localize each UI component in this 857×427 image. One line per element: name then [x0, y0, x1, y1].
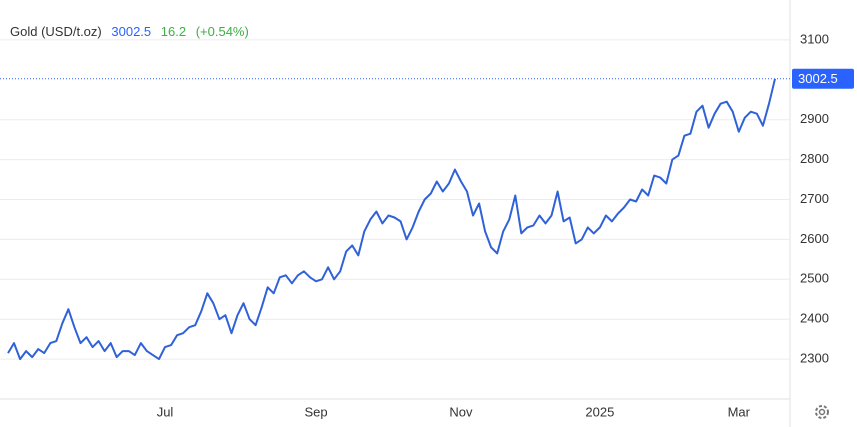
- price-line: [7, 78, 776, 361]
- y-tick-label: 2700: [800, 191, 829, 206]
- header: Gold (USD/t.oz) 3002.5 16.2 (+0.54%): [10, 24, 255, 39]
- gear-inner: [818, 408, 826, 416]
- change-pct: (+0.54%): [195, 24, 249, 39]
- y-tick-label: 3100: [800, 31, 829, 46]
- instrument-name: Gold (USD/t.oz): [10, 24, 102, 39]
- x-tick-label: 2025: [585, 404, 614, 419]
- price: 3002.5: [111, 24, 152, 39]
- x-tick-label: Jul: [157, 404, 174, 419]
- last-price-label: 3002.5: [798, 71, 838, 86]
- y-tick-label: 2400: [800, 311, 829, 326]
- y-tick-label: 2500: [800, 271, 829, 286]
- x-tick-label: Sep: [304, 404, 327, 419]
- settings-icon[interactable]: [815, 405, 829, 419]
- last-price-tag: [792, 68, 854, 89]
- y-tick-label: 2300: [800, 351, 829, 366]
- y-tick-label: 2900: [800, 111, 829, 126]
- x-tick-label: Nov: [449, 404, 473, 419]
- change: 16.2: [160, 24, 187, 39]
- y-tick-label: 2600: [800, 231, 829, 246]
- gear-outer: [815, 405, 829, 419]
- y-tick-label: 2800: [800, 151, 829, 166]
- x-tick-label: Mar: [728, 404, 751, 419]
